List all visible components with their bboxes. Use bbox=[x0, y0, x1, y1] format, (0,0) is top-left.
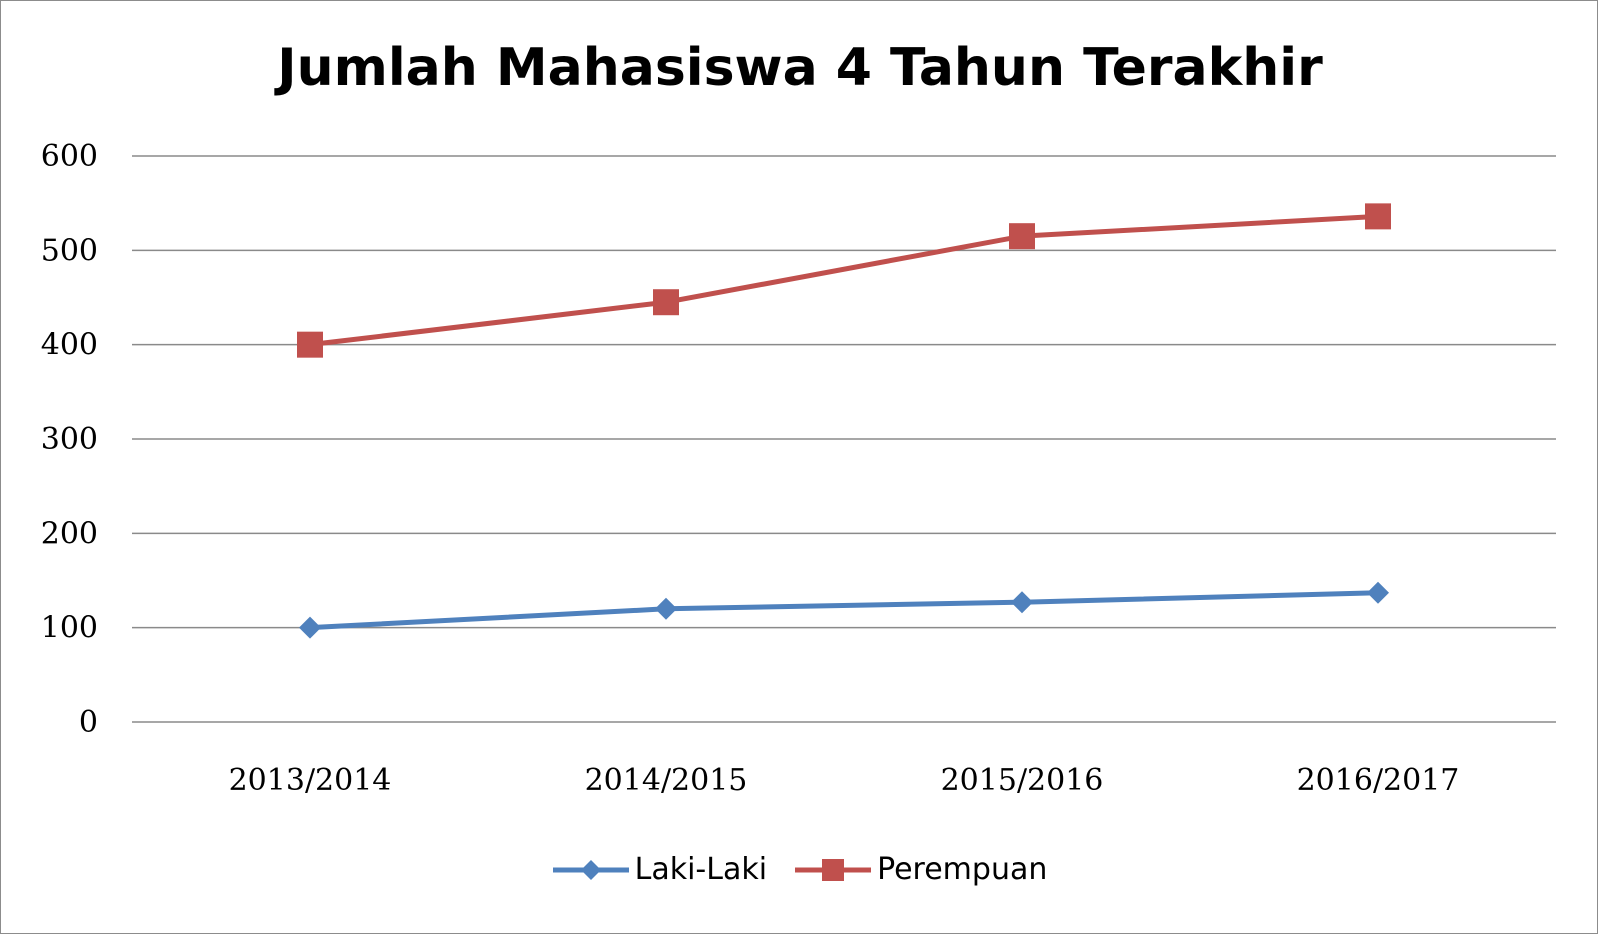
legend: Laki-Laki Perempuan bbox=[0, 852, 1600, 887]
series-line-1 bbox=[309, 213, 1379, 348]
data-point bbox=[655, 597, 677, 620]
data-point bbox=[1365, 203, 1391, 230]
data-point bbox=[297, 331, 323, 358]
y-tick-label: 500 bbox=[41, 233, 98, 268]
legend-item-perempuan: Perempuan bbox=[795, 852, 1047, 887]
x-tick-label: 2014/2015 bbox=[585, 763, 748, 798]
y-tick-label: 100 bbox=[41, 611, 98, 646]
x-tick-label: 2013/2014 bbox=[229, 763, 392, 798]
x-tick-label: 2016/2017 bbox=[1297, 763, 1460, 798]
data-point bbox=[653, 289, 679, 316]
legend-label-perempuan: Perempuan bbox=[877, 852, 1048, 887]
y-tick-label: 400 bbox=[41, 328, 98, 363]
y-tick-label: 300 bbox=[41, 422, 98, 457]
chart-title: Jumlah Mahasiswa 4 Tahun Terakhir bbox=[277, 38, 1323, 98]
x-tick-label: 2015/2016 bbox=[941, 763, 1104, 798]
data-point bbox=[1009, 223, 1035, 250]
series-line-0 bbox=[309, 590, 1379, 631]
y-tick-label: 200 bbox=[41, 516, 98, 551]
data-point bbox=[1367, 581, 1389, 604]
legend-marker-perempuan bbox=[795, 858, 872, 881]
legend-marker-laki-laki bbox=[552, 859, 629, 880]
y-tick-label: 0 bbox=[79, 705, 98, 740]
data-point bbox=[1011, 591, 1033, 614]
legend-label-laki-laki: Laki-Laki bbox=[634, 852, 768, 887]
data-point bbox=[299, 616, 321, 639]
y-tick-label: 600 bbox=[41, 139, 98, 174]
legend-item-laki-laki: Laki-Laki bbox=[552, 852, 768, 887]
